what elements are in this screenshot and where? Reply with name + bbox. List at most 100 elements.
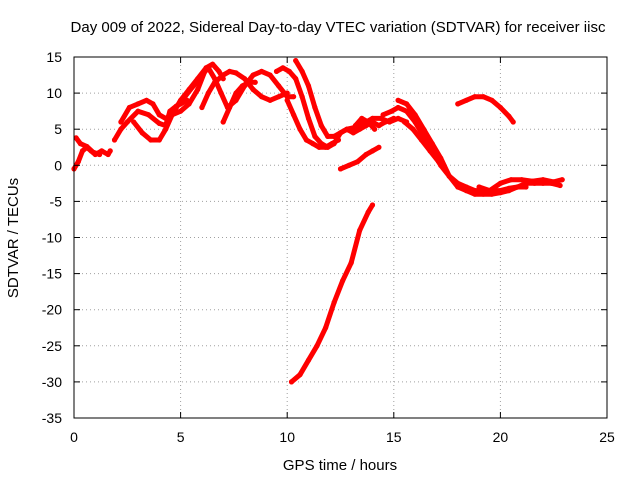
- data-point: [346, 162, 352, 168]
- series-line: [293, 58, 397, 139]
- data-point: [418, 137, 425, 143]
- series-arc-13: [337, 144, 382, 172]
- series-arc-18: [476, 177, 565, 194]
- data-point: [363, 151, 369, 158]
- data-point: [233, 90, 239, 96]
- data-point: [463, 188, 469, 194]
- data-point: [77, 141, 83, 147]
- data-point: [489, 97, 495, 103]
- data-point: [395, 115, 401, 121]
- data-point: [312, 104, 318, 111]
- data-point: [276, 83, 282, 89]
- data-point: [444, 169, 450, 176]
- grid: [74, 57, 607, 418]
- data-point: [216, 68, 222, 74]
- data-point: [323, 325, 329, 331]
- data-point: [472, 94, 478, 100]
- data-point: [156, 112, 162, 118]
- data-point: [163, 126, 169, 132]
- data-point: [514, 184, 521, 190]
- data-point: [335, 137, 341, 143]
- x-tick-label: 10: [279, 429, 295, 445]
- x-tick-label: 15: [386, 429, 402, 445]
- data-point: [126, 104, 132, 111]
- data-point: [84, 143, 90, 150]
- y-tick-label: -5: [50, 193, 63, 209]
- x-tick-label: 0: [70, 429, 78, 445]
- chart-title: Day 009 of 2022, Sidereal Day-to-day VTE…: [71, 19, 606, 36]
- data-point: [169, 112, 175, 118]
- data-point: [497, 180, 503, 186]
- data-point: [288, 379, 295, 385]
- y-tick-label: 10: [46, 85, 62, 101]
- data-point: [316, 144, 322, 150]
- series-arc-19: [455, 94, 516, 125]
- y-tick-label: 0: [54, 157, 62, 173]
- data-point: [227, 68, 233, 74]
- data-point: [463, 97, 469, 103]
- data-point: [111, 137, 118, 143]
- data-point: [291, 94, 297, 100]
- data-point: [143, 97, 150, 103]
- series-line: [352, 115, 378, 132]
- data-point: [259, 94, 265, 100]
- data-point: [218, 90, 224, 96]
- data-point: [299, 68, 305, 74]
- series-arc-17: [401, 119, 450, 176]
- data-point: [455, 184, 461, 190]
- data-point: [148, 137, 154, 143]
- data-point: [472, 191, 478, 197]
- data-point: [487, 188, 493, 194]
- data-point: [312, 133, 318, 139]
- y-tick-label: -30: [42, 374, 62, 390]
- data-point: [118, 119, 124, 125]
- data-point: [529, 178, 536, 184]
- data-point: [410, 126, 416, 132]
- y-tick-label: 15: [46, 49, 62, 65]
- data-point: [150, 101, 156, 107]
- data-point: [436, 159, 442, 165]
- data-point: [73, 135, 79, 141]
- data-point: [297, 126, 303, 132]
- data-point: [365, 209, 371, 215]
- y-tick-label: -20: [42, 302, 62, 318]
- data-point: [75, 159, 81, 165]
- data-point: [480, 94, 486, 100]
- data-point: [280, 65, 286, 71]
- data-point: [156, 120, 162, 126]
- data-point: [540, 177, 546, 183]
- data-point: [369, 148, 376, 154]
- data-point: [276, 94, 282, 100]
- data-point: [369, 202, 376, 208]
- data-point: [293, 58, 299, 64]
- data-point: [340, 278, 346, 284]
- data-point: [90, 149, 96, 155]
- data-point: [227, 104, 233, 111]
- data-point: [329, 141, 335, 147]
- x-axis: 0 5 10 15 20 25: [70, 57, 615, 445]
- data-point: [156, 137, 162, 143]
- series-arc-14: [288, 202, 376, 385]
- data-point: [395, 97, 401, 103]
- data-point: [79, 148, 86, 154]
- plot-area: [71, 58, 565, 385]
- data-point: [401, 119, 408, 125]
- data-point: [506, 113, 512, 119]
- x-tick-label: 5: [177, 429, 185, 445]
- data-point: [212, 79, 218, 85]
- data-point: [380, 112, 386, 118]
- data-point: [337, 166, 344, 172]
- data-point: [376, 144, 382, 150]
- data-point: [163, 115, 169, 121]
- y-axis-label: SDTVAR / TECUs: [5, 178, 22, 298]
- data-point: [412, 112, 418, 118]
- y-tick-label: 5: [54, 121, 62, 137]
- y-tick-label: -35: [42, 410, 62, 426]
- data-point: [389, 108, 395, 114]
- series-line: [131, 65, 209, 143]
- x-axis-label: GPS time / hours: [283, 457, 397, 474]
- data-point: [233, 70, 239, 76]
- data-point: [359, 115, 365, 121]
- data-point: [318, 123, 324, 129]
